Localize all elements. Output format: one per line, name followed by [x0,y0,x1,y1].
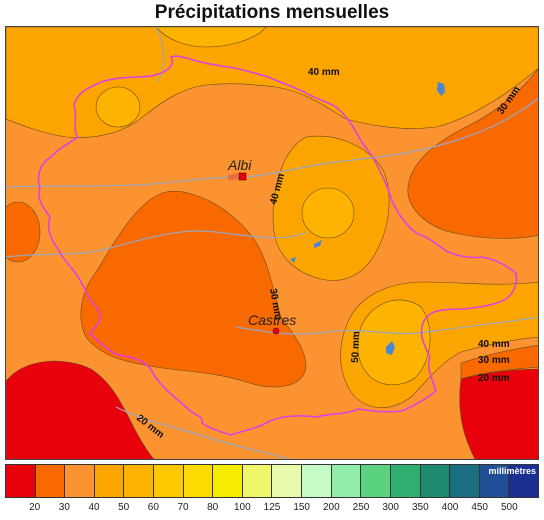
zone-50-60-b [301,187,355,239]
zone-under-20-sw [6,360,155,459]
color-legend [5,464,539,498]
castres-marker [272,327,280,335]
contour-label-5: 50 mm [350,331,362,363]
legend-tick-label: 400 [441,502,459,513]
legend-swatch [361,465,391,497]
legend-tick-label: 50 [118,502,130,513]
legend-tick-label: 70 [177,502,189,513]
legend-tick-label: 80 [207,502,219,513]
contour-label-7: 30 mm [478,355,510,366]
legend-tick-label: 150 [293,502,310,513]
map-title: Précipitations mensuelles [154,2,390,23]
legend-swatch [213,465,243,497]
city-label-albi: Albi [227,157,252,173]
precipitation-map: 40 mm 30 mm 40 mm 30 mm 50 mm 40 mm 30 m… [5,26,539,460]
zone-20-30-east [407,68,538,239]
zone-under-20-se [459,368,538,459]
legend-swatch [124,465,155,497]
zone-20-30-west [6,201,41,263]
legend-swatch [390,465,421,497]
contour-label-8: 20 mm [478,373,510,384]
rivers [6,27,538,459]
legend-swatch [94,465,125,497]
department-boundary [37,55,518,436]
legend-swatch [242,465,273,497]
contour-label-1: 40 mm [308,67,340,78]
contour-label-4: 30 mm [267,288,283,321]
zone-20-30-southeast [460,344,538,380]
legend-tick-label: 350 [411,502,429,513]
zone-50-60-a [95,86,141,128]
legend-swatch [450,465,480,497]
legend-swatch [420,465,451,497]
legend-swatch [302,465,332,497]
lake-2 [386,341,395,355]
legend-tick-label: 30 [58,502,70,513]
legend-swatch [65,465,95,497]
legend-tick-label: 20 [29,502,41,513]
legend-tick-label: 300 [382,502,399,513]
lake-5 [228,173,238,181]
legend-swatch [272,465,303,497]
contour-label-6: 40 mm [478,339,510,350]
legend-tick-label: 250 [352,502,370,513]
legend-swatch [509,465,538,497]
legend-tick-label: 60 [147,502,159,513]
legend-units: millimètres [488,466,536,476]
legend-swatch [35,465,66,497]
legend-swatch [6,465,36,497]
legend-tick-label: 200 [322,502,340,513]
legend-swatch [183,465,214,497]
lake-4 [290,257,296,263]
legend-tick-label: 125 [263,502,281,513]
legend-ticks: 20 30 40 50 60 70 80 100 125 150 200 250 300 350 400 45… [5,500,539,516]
legend-tick-label: 100 [233,502,251,513]
legend-tick-label: 40 [88,502,100,513]
zone-50-60-d [155,27,267,48]
legend-swatch [479,465,510,497]
legend-swatch [331,465,362,497]
zone-50-60-c [357,299,431,385]
lakes [228,82,445,355]
legend-tick-label: 500 [500,502,518,513]
legend-swatch [154,465,184,497]
city-label-castres: Castres [248,312,296,328]
lake-1 [437,82,445,96]
legend-tick-label: 450 [471,502,488,513]
albi-marker [238,172,247,181]
lake-3 [314,240,322,248]
